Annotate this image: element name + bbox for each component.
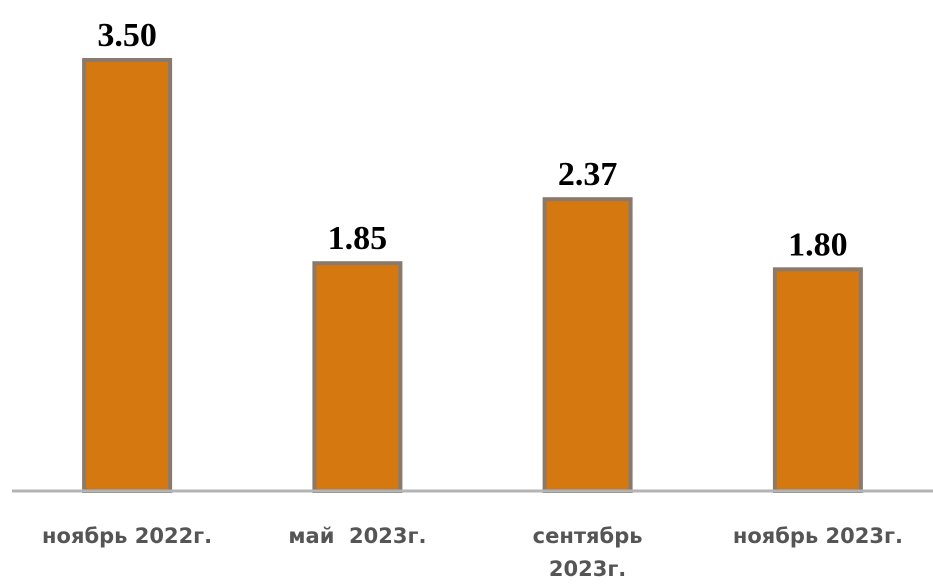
category-label-3: ноябрь 2023г.: [733, 524, 903, 548]
category-label-2: сентябрь 2023г.: [533, 524, 643, 581]
value-label-3: 1.80: [788, 226, 848, 263]
value-label-0: 3.50: [97, 17, 157, 54]
bars-layer: [82, 58, 863, 494]
category-label-0: ноябрь 2022г.: [42, 524, 212, 548]
bar-2: [542, 197, 633, 493]
value-label-1: 1.85: [328, 220, 388, 257]
value-label-2: 2.37: [558, 156, 618, 193]
category-label-1: май 2023г.: [288, 524, 426, 548]
category-labels-layer: ноябрь 2022г. май 2023г. сентябрь 2023г. ноя…: [42, 524, 903, 581]
bar-0: [82, 58, 173, 493]
value-labels-layer: 3.50 1.85 2.37 1.80: [97, 17, 847, 263]
bar-3: [772, 267, 863, 493]
bar-1: [312, 261, 403, 494]
